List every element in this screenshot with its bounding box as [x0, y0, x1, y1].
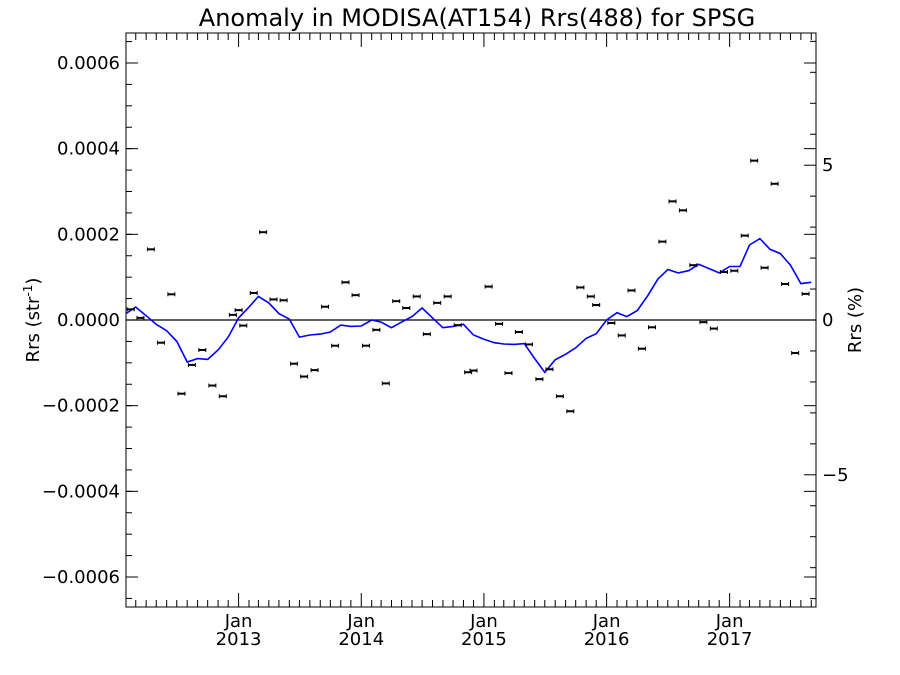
x-tick-year-label: 2016 — [584, 629, 630, 650]
y2-tick-label: 0 — [822, 310, 833, 331]
anomaly-point — [658, 239, 667, 244]
y-axis-left-label: Rrs (str-1) — [21, 278, 44, 363]
anomaly-point — [381, 381, 390, 386]
anomaly-point — [668, 199, 677, 204]
anomaly-point — [514, 329, 523, 334]
anomaly-point — [443, 294, 452, 299]
anomaly-point — [524, 342, 533, 347]
anomaly-point — [592, 303, 601, 308]
anomaly-point — [177, 391, 186, 396]
anomaly-point — [770, 181, 779, 186]
anomaly-point — [627, 288, 636, 293]
anomaly-point — [136, 315, 145, 320]
y-axis-left-label-close: ) — [23, 278, 44, 285]
y-tick-label: 0.0004 — [57, 139, 120, 160]
anomaly-point — [198, 347, 207, 352]
anomaly-point — [647, 325, 656, 330]
y-tick-label: −0.0004 — [42, 481, 120, 502]
anomaly-point — [637, 346, 646, 351]
y-axis-left-label-sup: -1 — [21, 285, 35, 297]
anomaly-point — [320, 304, 329, 309]
anomaly-point — [689, 263, 698, 268]
y-tick-label: −0.0006 — [42, 567, 120, 588]
anomaly-point — [341, 280, 350, 285]
anomaly-point — [300, 374, 309, 379]
anomaly-point — [699, 320, 708, 325]
anomaly-point — [279, 298, 288, 303]
anomaly-point — [484, 284, 493, 289]
y2-tick-label: 5 — [822, 155, 833, 176]
anomaly-point — [535, 377, 544, 382]
x-tick-year-label: 2013 — [216, 629, 262, 650]
anomaly-point — [372, 327, 381, 332]
anomaly-point — [801, 291, 810, 296]
chart-title: Anomaly in MODISA(AT154) Rrs(488) for SP… — [199, 4, 755, 32]
y2-tick-label: −5 — [822, 465, 849, 486]
anomaly-point — [126, 307, 135, 312]
anomaly-point — [453, 323, 462, 328]
anomaly-point — [607, 320, 616, 325]
anomaly-point — [576, 285, 585, 290]
x-tick-year-label: 2017 — [707, 629, 753, 650]
anomaly-point — [617, 333, 626, 338]
anomaly-point — [586, 294, 595, 299]
anomaly-point — [269, 297, 278, 302]
anomaly-point — [791, 350, 800, 355]
anomaly-point — [402, 306, 411, 311]
anomaly-point — [545, 367, 554, 372]
y-tick-label: 0.0000 — [57, 310, 120, 331]
anomaly-point — [228, 312, 237, 317]
anomaly-point — [760, 265, 769, 270]
anomaly-point — [310, 368, 319, 373]
anomaly-point — [187, 362, 196, 367]
x-tick-month-label: Jan — [346, 611, 375, 632]
anomaly-point — [331, 343, 340, 348]
y-tick-label: −0.0002 — [42, 396, 120, 417]
y-tick-label: 0.0006 — [57, 53, 120, 74]
anomaly-point — [719, 270, 728, 275]
anomaly-point — [146, 247, 155, 252]
anomaly-point — [781, 282, 790, 287]
x-tick-month-label: Jan — [469, 611, 498, 632]
anomaly-point — [351, 293, 360, 298]
anomaly-point — [504, 371, 513, 376]
anomaly-point — [239, 323, 248, 328]
x-tick-year-label: 2015 — [461, 629, 507, 650]
y-axis-left: 0.0006 0.0004 0.0002 0.0000 −0.0002 −0.0004 −0… — [42, 53, 816, 588]
anomaly-point — [469, 368, 478, 373]
anomaly-point — [555, 394, 564, 399]
y-axis-left-label-text: Rrs (str — [23, 296, 44, 362]
anomaly-point — [234, 308, 243, 313]
y-axis-right: 5 0 −5 — [822, 155, 849, 486]
anomaly-point — [156, 340, 165, 345]
anomaly-point — [249, 291, 258, 296]
anomaly-point — [740, 233, 749, 238]
anomaly-point — [433, 300, 442, 305]
anomaly-point — [566, 409, 575, 414]
monthly-anomaly-points — [126, 158, 810, 414]
anomaly-point — [422, 332, 431, 337]
anomaly-point — [750, 158, 759, 163]
anomaly-point — [218, 394, 227, 399]
anomaly-point — [495, 321, 504, 326]
anomaly-point — [290, 361, 299, 366]
anomaly-point — [678, 208, 687, 213]
anomaly-point — [709, 326, 718, 331]
anomaly-point — [730, 268, 739, 273]
x-tick-month-label: Jan — [592, 611, 621, 632]
anomaly-point — [167, 292, 176, 297]
y-axis-right-label: Rrs (%) — [845, 287, 866, 353]
x-tick-year-label: 2014 — [338, 629, 384, 650]
x-tick-month-label: Jan — [224, 611, 253, 632]
x-tick-month-label: Jan — [715, 611, 744, 632]
smoothed-anomaly-line — [125, 237, 812, 374]
y-tick-label: 0.0002 — [57, 224, 120, 245]
anomaly-point — [412, 294, 421, 299]
anomaly-point — [361, 343, 370, 348]
anomaly-point — [392, 299, 401, 304]
anomaly-point — [259, 230, 268, 235]
anomaly-point — [208, 383, 217, 388]
